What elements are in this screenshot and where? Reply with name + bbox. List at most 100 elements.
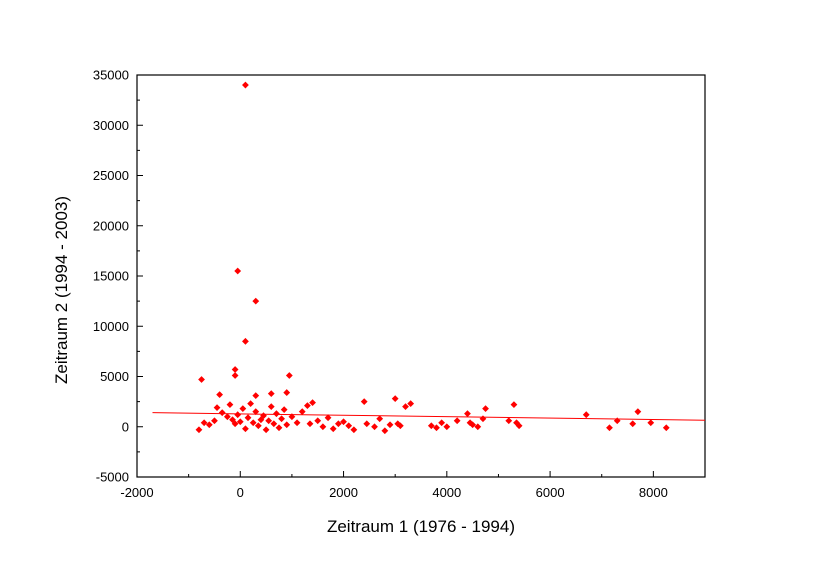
data-point <box>242 81 249 89</box>
data-point <box>254 422 262 430</box>
data-points <box>195 81 670 435</box>
data-point <box>474 423 482 431</box>
data-point <box>275 424 283 432</box>
y-tick-label: 20000 <box>93 218 129 233</box>
data-point <box>324 414 332 422</box>
data-point <box>443 423 451 431</box>
data-point <box>234 411 242 419</box>
y-tick-label: 30000 <box>93 118 129 133</box>
data-point <box>205 421 213 429</box>
data-point <box>482 405 489 413</box>
x-tick-label: 2000 <box>329 485 358 500</box>
data-point <box>267 390 275 397</box>
data-point <box>427 422 435 430</box>
x-axis-title: Zeitraum 1 (1976 - 1994) <box>327 517 515 536</box>
data-point <box>309 399 316 407</box>
data-point <box>662 424 670 432</box>
data-point <box>363 420 371 428</box>
data-point <box>334 420 342 428</box>
data-point <box>433 424 440 432</box>
data-point <box>464 410 471 418</box>
data-point <box>231 372 239 379</box>
data-point <box>252 408 260 416</box>
data-point <box>350 426 358 434</box>
data-point <box>285 372 293 379</box>
data-point <box>371 423 378 431</box>
y-axis: -5000 0 5000 10000 15000 20000 25000 30000 35000 <box>93 68 143 485</box>
data-point <box>252 297 260 305</box>
data-point <box>298 408 306 416</box>
data-point <box>340 418 347 426</box>
data-point <box>376 415 384 423</box>
data-point <box>634 408 642 416</box>
data-point <box>280 406 288 414</box>
data-point <box>469 421 477 429</box>
y-tick-label: 5000 <box>100 369 129 384</box>
data-point <box>244 414 252 422</box>
data-point <box>267 403 275 411</box>
data-point <box>314 417 322 425</box>
data-point <box>247 400 254 408</box>
data-point <box>582 411 590 419</box>
data-point <box>647 419 655 427</box>
data-point <box>278 415 285 423</box>
data-point <box>273 410 280 418</box>
y-tick-label: 15000 <box>93 269 129 284</box>
trend-line <box>152 412 706 421</box>
trend-line-group <box>152 412 706 421</box>
x-axis: -2000 0 2000 4000 6000 8000 <box>120 471 668 500</box>
x-tick-label: 0 <box>237 485 244 500</box>
data-point <box>438 419 446 427</box>
data-point <box>613 417 621 425</box>
data-point <box>329 425 337 433</box>
data-point <box>242 337 249 345</box>
data-point <box>381 427 389 435</box>
data-point <box>242 425 249 433</box>
data-point <box>218 409 226 417</box>
data-point <box>213 404 221 412</box>
data-point <box>293 419 301 427</box>
x-tick-label: 4000 <box>432 485 461 500</box>
data-point <box>265 417 273 425</box>
data-point <box>479 415 487 423</box>
data-point <box>234 267 242 275</box>
y-axis-title: Zeitraum 2 (1994 - 2003) <box>52 196 71 384</box>
data-point <box>198 376 205 383</box>
y-tick-label: 25000 <box>93 168 129 183</box>
data-point <box>319 423 327 431</box>
data-point <box>239 405 247 413</box>
data-point <box>360 398 368 406</box>
data-point <box>195 426 203 434</box>
data-point <box>345 422 353 430</box>
data-point <box>306 420 314 428</box>
x-tick-label: 6000 <box>536 485 565 500</box>
x-tick-label: 8000 <box>639 485 668 500</box>
y-tick-label: 10000 <box>93 319 129 334</box>
y-tick-label: -5000 <box>96 470 129 485</box>
data-point <box>402 403 409 411</box>
x-tick-label: -2000 <box>120 485 153 500</box>
data-point <box>249 419 257 427</box>
data-point <box>505 417 513 425</box>
data-point <box>407 400 415 408</box>
data-point <box>270 420 278 428</box>
data-point <box>606 424 613 432</box>
data-point <box>629 420 637 428</box>
data-point <box>283 421 291 429</box>
data-point <box>216 391 224 398</box>
data-point <box>391 395 399 403</box>
data-point <box>236 418 244 426</box>
data-point <box>262 426 270 434</box>
data-point <box>283 389 291 396</box>
data-point <box>226 401 234 409</box>
data-point <box>396 422 404 430</box>
data-point <box>515 422 523 430</box>
data-point <box>231 366 239 373</box>
y-tick-label: 0 <box>122 419 129 434</box>
data-point <box>453 417 461 425</box>
data-point <box>510 401 518 409</box>
y-tick-label: 35000 <box>93 68 129 83</box>
data-point <box>304 402 311 410</box>
data-point <box>231 420 239 428</box>
data-point <box>223 413 231 421</box>
